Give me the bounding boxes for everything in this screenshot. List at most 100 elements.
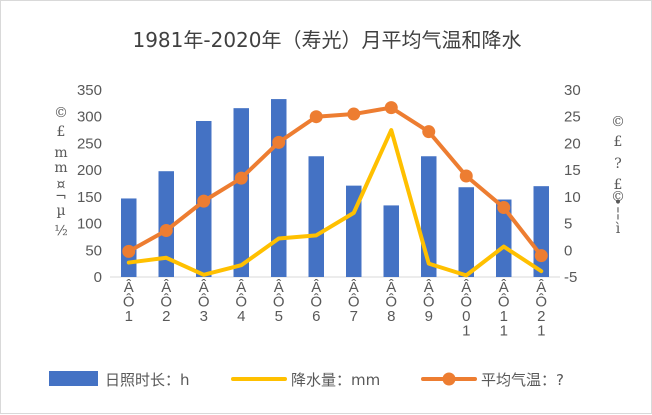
x-tick-label-char: Â — [461, 279, 471, 296]
temperature-marker — [459, 169, 473, 183]
x-tick-label-char: 7 — [350, 308, 358, 325]
right-tick-label: 5 — [564, 216, 572, 233]
legend-swatch-sunshine — [49, 371, 98, 386]
legend-label-temperature: 平均气温：? — [481, 371, 564, 389]
left-axis-label-char: m — [54, 160, 67, 176]
temperature-marker — [534, 249, 548, 263]
legend-marker-temperature — [442, 372, 456, 386]
x-tick-label-char: Â — [274, 279, 284, 296]
temperature-marker — [497, 201, 511, 215]
temperature-marker — [159, 224, 173, 238]
temperature-line — [126, 105, 544, 258]
left-tick-label: 0 — [94, 269, 102, 286]
left-axis-label-char: © — [54, 105, 68, 121]
x-tick-label-char: Ô — [235, 294, 247, 311]
temperature-marker — [422, 125, 436, 139]
left-tick-label: 300 — [77, 109, 102, 126]
right-tick-label: 0 — [564, 242, 572, 259]
temperature-marker — [272, 135, 286, 149]
right-tick-label: 10 — [564, 189, 581, 206]
right-tick-label: 15 — [564, 162, 581, 179]
x-tick-label-char: Â — [386, 279, 396, 296]
temperature-marker — [122, 244, 136, 258]
legend: 日照时长：h 降水量：mm 平均气温：? — [49, 371, 564, 389]
axes: 050100150200250300350-5051015202530©£mm¤… — [54, 82, 625, 340]
left-tick-label: 350 — [77, 82, 102, 99]
line-series — [122, 101, 548, 278]
x-tick-label-char: 1 — [537, 323, 545, 340]
left-axis-label-char: m — [54, 145, 67, 161]
x-tick-label-char: Ô — [498, 294, 510, 311]
x-tick-label-char: 1 — [462, 323, 470, 340]
x-tick-label-char: 0 — [462, 308, 470, 325]
x-tick-label-char: Ô — [198, 294, 210, 311]
x-tick-label-char: Ô — [460, 294, 472, 311]
x-tick-label-char: 8 — [387, 308, 395, 325]
x-tick-label-char: 9 — [425, 308, 433, 325]
x-tick-label-char: Ô — [310, 294, 322, 311]
right-axis-label-char: © — [611, 114, 625, 130]
temperature-marker — [234, 171, 248, 185]
legend-label-precipitation: 降水量：mm — [291, 371, 380, 389]
left-tick-label: 200 — [77, 162, 102, 179]
x-tick-label-char: 4 — [237, 308, 245, 325]
temperature-marker — [309, 110, 323, 124]
x-tick-label-char: Ô — [348, 294, 360, 311]
sunshine-bar — [233, 108, 249, 277]
temperature-marker — [384, 101, 398, 115]
x-tick-label-char: Â — [311, 279, 321, 296]
sunshine-bar — [308, 156, 324, 277]
x-tick-label-char: Ô — [535, 294, 547, 311]
right-axis-label-char: ì — [615, 221, 621, 237]
right-tick-label: 25 — [564, 109, 581, 126]
right-axis-label-char: ¦ — [616, 205, 621, 221]
x-tick-label-char: 6 — [312, 308, 320, 325]
sunshine-bar — [458, 187, 474, 277]
sunshine-bar — [121, 198, 137, 277]
x-tick-label-char: 2 — [537, 308, 545, 325]
right-axis-label-char: © — [611, 189, 625, 205]
x-tick-label-char: Â — [349, 279, 359, 296]
left-axis-label-char: ¬ — [55, 189, 67, 205]
right-axis-label-char: • — [614, 195, 622, 211]
left-tick-label: 50 — [85, 242, 102, 259]
sunshine-bar — [533, 186, 549, 277]
right-axis-label-char: £ — [614, 134, 623, 150]
x-tick-label-char: Ô — [423, 294, 435, 311]
x-tick-label-char: Ô — [273, 294, 285, 311]
x-tick-label-char: Â — [424, 279, 434, 296]
x-tick-label-char: Ô — [160, 294, 172, 311]
left-tick-label: 100 — [77, 216, 102, 233]
x-tick-label-char: 2 — [162, 308, 170, 325]
left-axis-label-char: µ — [56, 203, 65, 219]
left-axis-label-char: ¤ — [57, 177, 66, 193]
x-tick-label-char: 1 — [125, 308, 133, 325]
legend-label-sunshine: 日照时长：h — [105, 371, 190, 389]
x-tick-label-char: Ô — [123, 294, 135, 311]
right-axis-label-char: ? — [614, 156, 622, 172]
sunshine-bar — [271, 99, 287, 277]
x-tick-label-char: 1 — [500, 308, 508, 325]
temperature-marker — [197, 194, 211, 208]
x-tick-label-char: 1 — [500, 323, 508, 340]
chart-title: 1981年-2020年（寿光）月平均气温和降水 — [132, 28, 521, 52]
x-tick-label-char: 3 — [200, 308, 208, 325]
right-axis-label-char: £ — [614, 177, 623, 193]
x-tick-label-char: Â — [536, 279, 546, 296]
x-tick-label-char: Â — [124, 279, 134, 296]
precipitation-line — [126, 128, 544, 278]
sunshine-bar — [496, 199, 512, 277]
x-tick-label-char: 5 — [275, 308, 283, 325]
left-axis-label-char: £ — [57, 124, 66, 140]
x-tick-label-char: Â — [199, 279, 209, 296]
right-tick-label: 20 — [564, 135, 581, 152]
x-tick-label-char: Ô — [385, 294, 397, 311]
x-tick-label-char: Â — [161, 279, 171, 296]
left-tick-label: 250 — [77, 135, 102, 152]
x-tick-label-char: Â — [236, 279, 246, 296]
x-tick-label-char: Â — [499, 279, 509, 296]
right-tick-label: 30 — [564, 82, 581, 99]
left-tick-label: 150 — [77, 189, 102, 206]
